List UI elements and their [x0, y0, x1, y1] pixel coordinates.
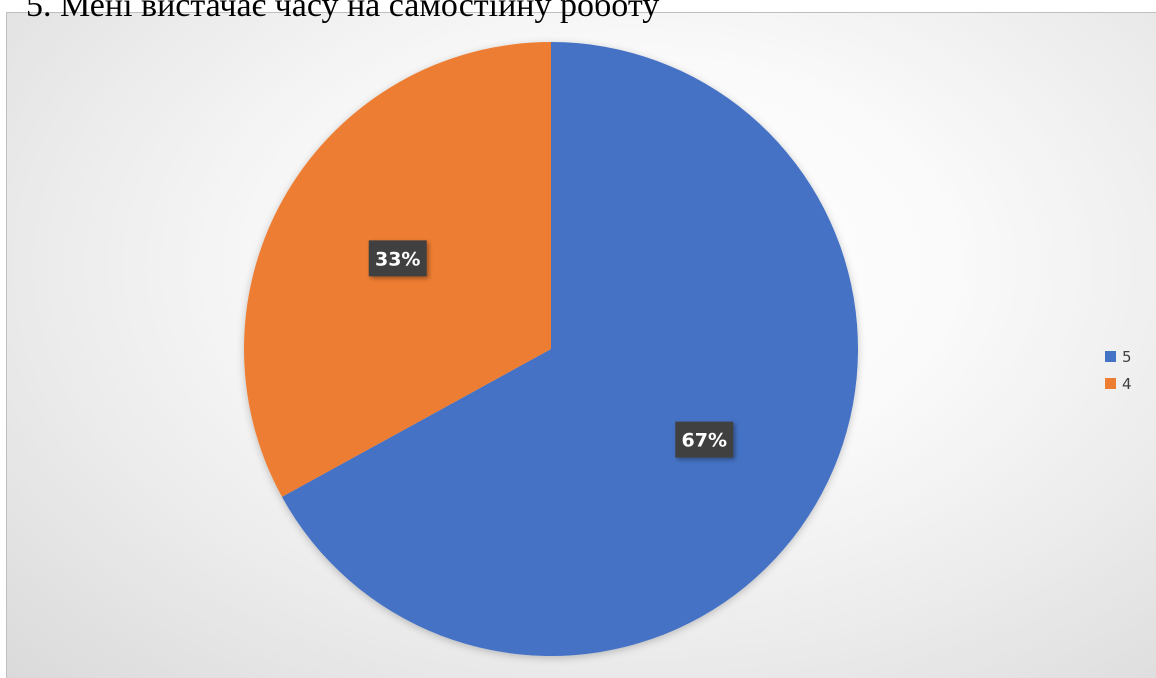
- data-label-4: 33%: [368, 240, 427, 277]
- legend-item-5: 5: [1105, 343, 1153, 370]
- legend-swatch-5: [1105, 351, 1116, 362]
- legend-label-5: 5: [1122, 347, 1132, 366]
- legend: 5 4: [1105, 343, 1153, 397]
- data-label-text-5: 67%: [682, 430, 727, 452]
- pie-chart: 67% 33%: [244, 42, 858, 656]
- legend-label-4: 4: [1122, 374, 1132, 393]
- legend-swatch-4: [1105, 378, 1116, 389]
- data-label-5: 67%: [675, 421, 734, 458]
- legend-item-4: 4: [1105, 370, 1153, 397]
- data-label-box-4: [368, 240, 427, 277]
- data-label-box-5: [675, 421, 734, 458]
- chart-area: 67% 33% 5 4: [6, 12, 1156, 678]
- chart-caption: 5. Мені вистачає часу на самостійну робо…: [26, 0, 660, 24]
- data-label-text-4: 33%: [375, 248, 420, 270]
- pie-slice-5: [281, 42, 858, 656]
